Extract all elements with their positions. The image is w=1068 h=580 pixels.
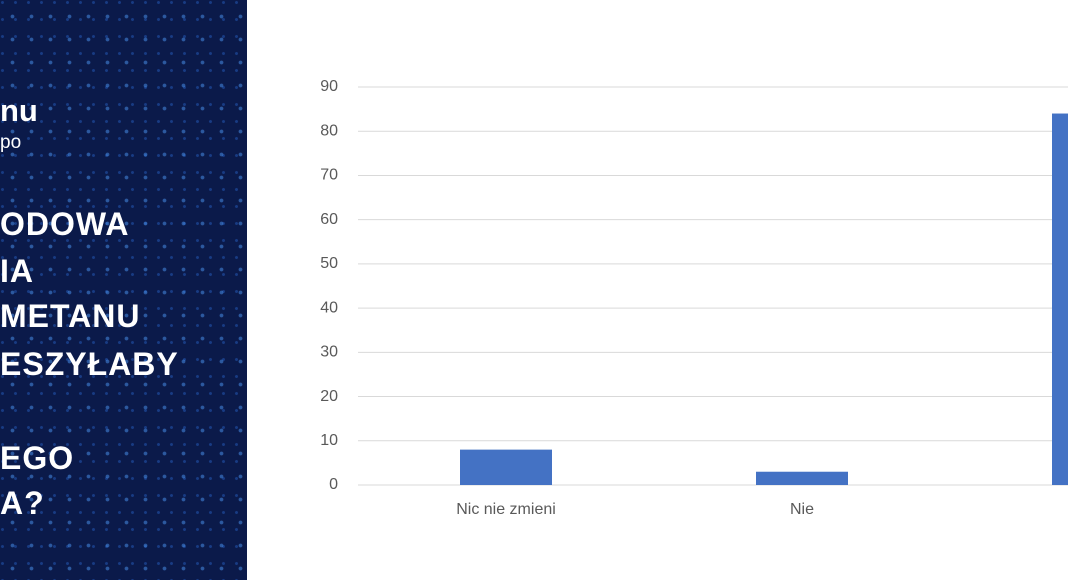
bar — [1052, 113, 1068, 486]
bar — [460, 449, 552, 485]
y-tick-label: 50 — [320, 255, 338, 272]
panel-line: EGO — [0, 440, 75, 476]
brand-text: nu — [0, 93, 38, 128]
panel-line: IA — [0, 253, 34, 289]
x-tick-label: Nie — [790, 501, 814, 518]
y-tick-label: 10 — [320, 432, 338, 449]
y-tick-label: 0 — [329, 476, 338, 493]
y-tick-label: 40 — [320, 299, 338, 316]
side-panel: nu po ODOWA IA METANU ESZYŁABY EGO A? — [0, 0, 247, 580]
y-tick-label: 20 — [320, 388, 338, 405]
x-tick-label: Nic nie zmieni — [456, 501, 556, 518]
panel-line: A? — [0, 485, 45, 521]
brand-subtext: po — [0, 132, 22, 153]
bar — [756, 471, 848, 485]
panel-line: ESZYŁABY — [0, 346, 179, 382]
y-tick-label: 70 — [320, 167, 338, 184]
y-tick-label: 60 — [320, 211, 338, 228]
panel-line: ODOWA — [0, 206, 130, 242]
y-tick-label: 30 — [320, 344, 338, 361]
y-tick-label: 80 — [320, 122, 338, 139]
y-tick-label: 90 — [320, 78, 338, 95]
panel-line: METANU — [0, 298, 141, 334]
